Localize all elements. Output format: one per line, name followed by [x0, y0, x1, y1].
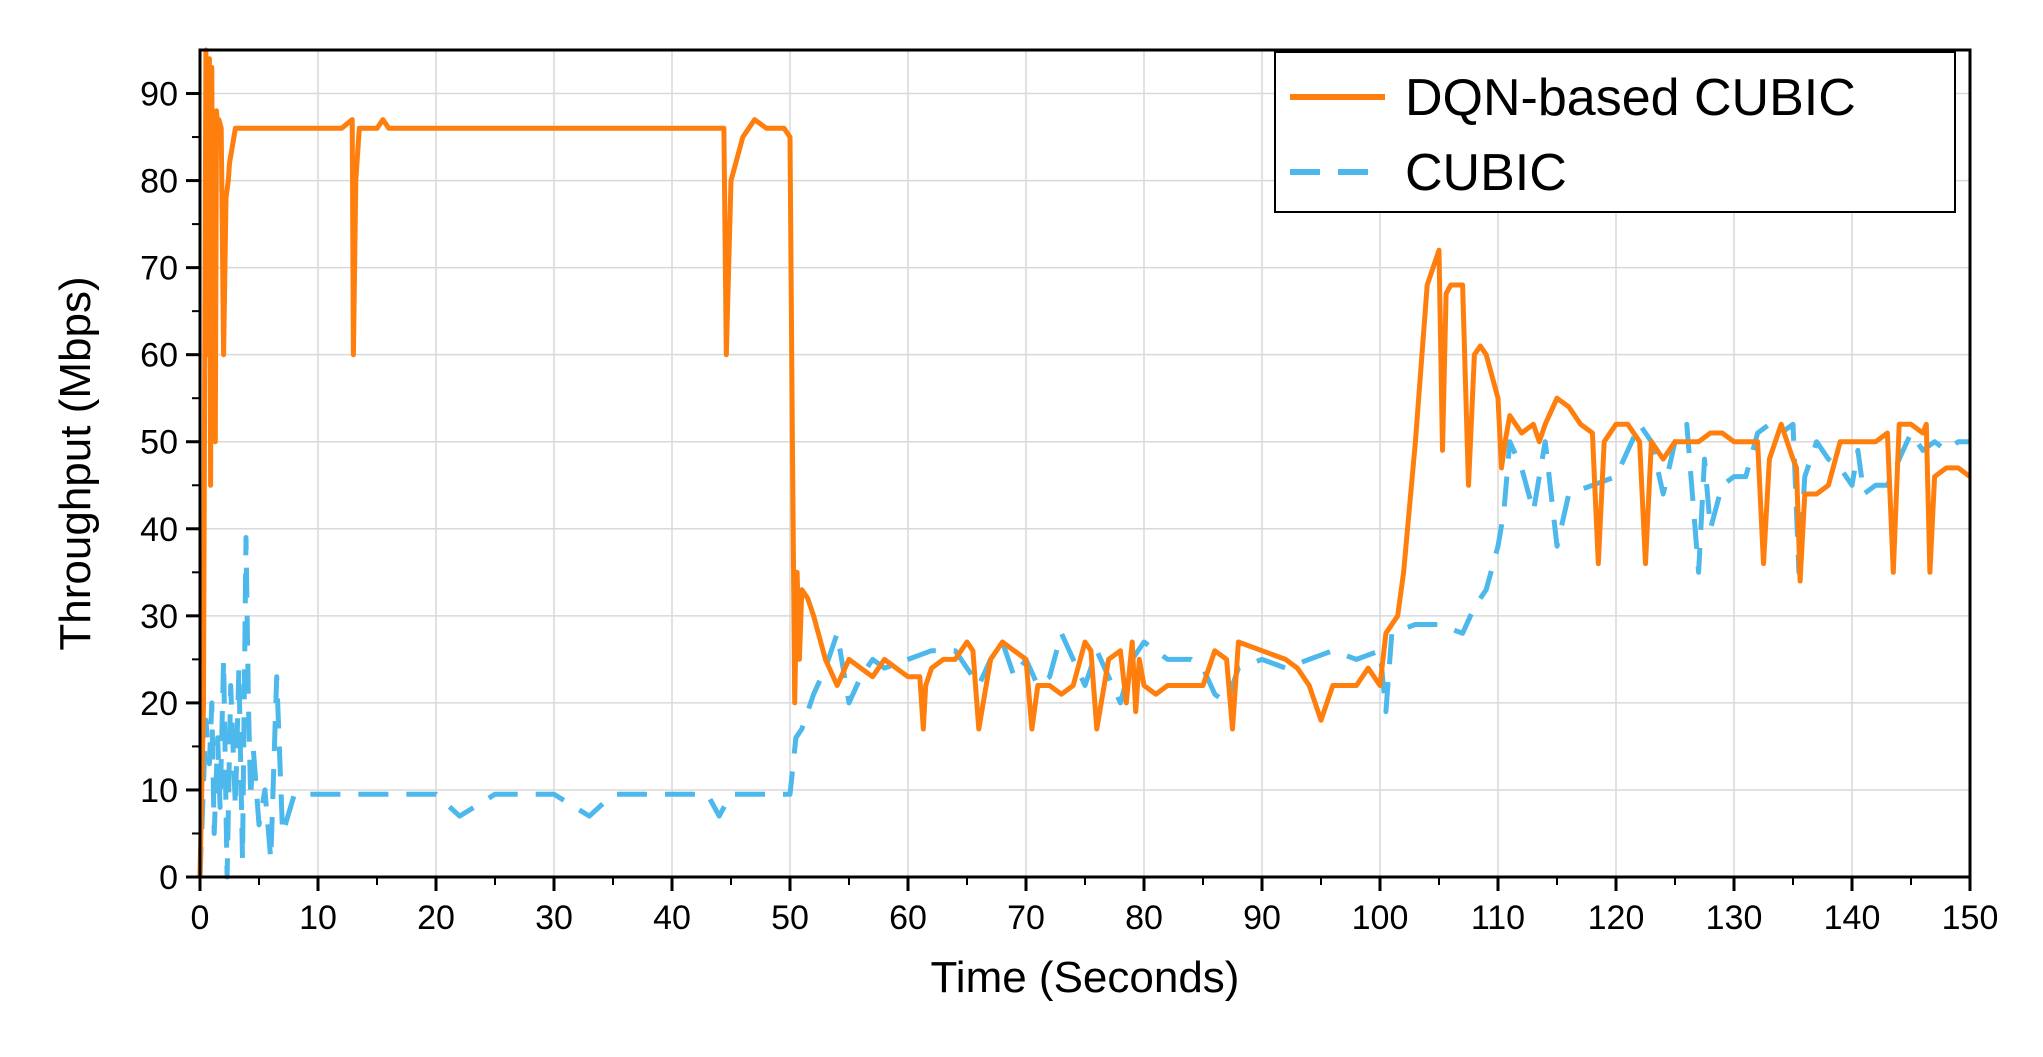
- y-tick-label: 30: [140, 598, 178, 636]
- x-tick-label: 140: [1824, 899, 1881, 937]
- x-tick-label: 30: [535, 899, 573, 937]
- x-tick-label: 0: [191, 899, 210, 937]
- plot-series: [197, 47, 1972, 880]
- x-tick-label: 100: [1352, 899, 1409, 937]
- x-tick-label: 70: [1007, 899, 1045, 937]
- legend: DQN-based CUBIC CUBIC: [1274, 51, 1956, 213]
- x-tick-label: 120: [1588, 899, 1645, 937]
- x-tick-label: 150: [1942, 899, 1999, 937]
- y-tick-label: 50: [140, 424, 178, 462]
- y-tick-label: 20: [140, 685, 178, 723]
- axis-ticks: [186, 92, 1972, 891]
- legend-label-dqn-based-cubic: DQN-based CUBIC: [1405, 69, 1856, 127]
- x-tick-label: 20: [417, 899, 455, 937]
- x-tick-label: 60: [889, 899, 927, 937]
- y-tick-label: 0: [159, 859, 178, 897]
- x-tick-label: 80: [1125, 899, 1163, 937]
- legend-box: [1274, 51, 1956, 213]
- x-axis-tick-labels: 0 10 20 30 40 50 60 70 80 90 100 110 120 130 140 150: [191, 899, 1999, 937]
- y-tick-label: 70: [140, 250, 178, 288]
- y-tick-label: 10: [140, 772, 178, 810]
- y-axis-title: Throughput (Mbps): [51, 276, 100, 650]
- x-tick-label: 40: [653, 899, 691, 937]
- y-axis-tick-labels: 0 10 20 30 40 50 60 70 80 90: [140, 76, 178, 897]
- x-axis-title: Time (Seconds): [931, 953, 1240, 1002]
- y-tick-label: 80: [140, 163, 178, 201]
- x-tick-label: 130: [1706, 899, 1763, 937]
- x-tick-label: 110: [1471, 899, 1525, 937]
- legend-label-cubic: CUBIC: [1405, 144, 1567, 202]
- x-tick-label: 50: [771, 899, 809, 937]
- y-tick-label: 90: [140, 76, 178, 114]
- y-tick-label: 40: [140, 511, 178, 549]
- series-line-dqn-based-cubic: [197, 47, 1972, 878]
- y-tick-label: 60: [140, 337, 178, 375]
- x-tick-label: 10: [299, 899, 337, 937]
- x-tick-label: 90: [1243, 899, 1281, 937]
